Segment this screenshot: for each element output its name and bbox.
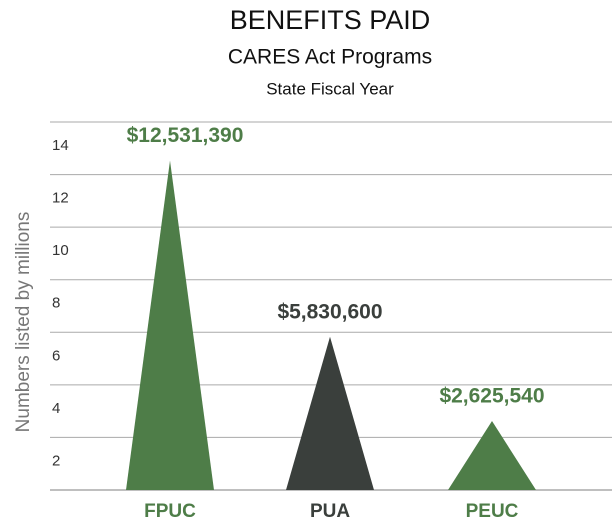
y-axis-label: Numbers listed by millions xyxy=(13,212,34,433)
bar xyxy=(448,420,536,490)
x-tick-label: FPUC xyxy=(144,501,196,522)
chart-subtitle: State Fiscal Year xyxy=(266,79,394,98)
x-tick-label: PUA xyxy=(310,501,350,522)
y-tick-label: 12 xyxy=(52,190,69,207)
y-tick-label: 2 xyxy=(52,452,60,469)
bar xyxy=(126,160,214,491)
chart-subtitle: CARES Act Programs xyxy=(228,46,432,69)
y-tick-label: 10 xyxy=(52,242,69,259)
y-tick-label: 4 xyxy=(52,400,60,417)
y-tick-label: 8 xyxy=(52,295,60,312)
data-label: $5,830,600 xyxy=(277,300,382,323)
chart-title: BENEFITS PAID xyxy=(230,5,431,35)
x-tick-label: PEUC xyxy=(466,501,519,522)
bar xyxy=(286,336,374,490)
data-label: $12,531,390 xyxy=(127,124,244,147)
y-tick-label: 14 xyxy=(52,137,69,154)
y-tick-label: 6 xyxy=(52,347,60,364)
data-label: $2,625,540 xyxy=(439,385,544,408)
